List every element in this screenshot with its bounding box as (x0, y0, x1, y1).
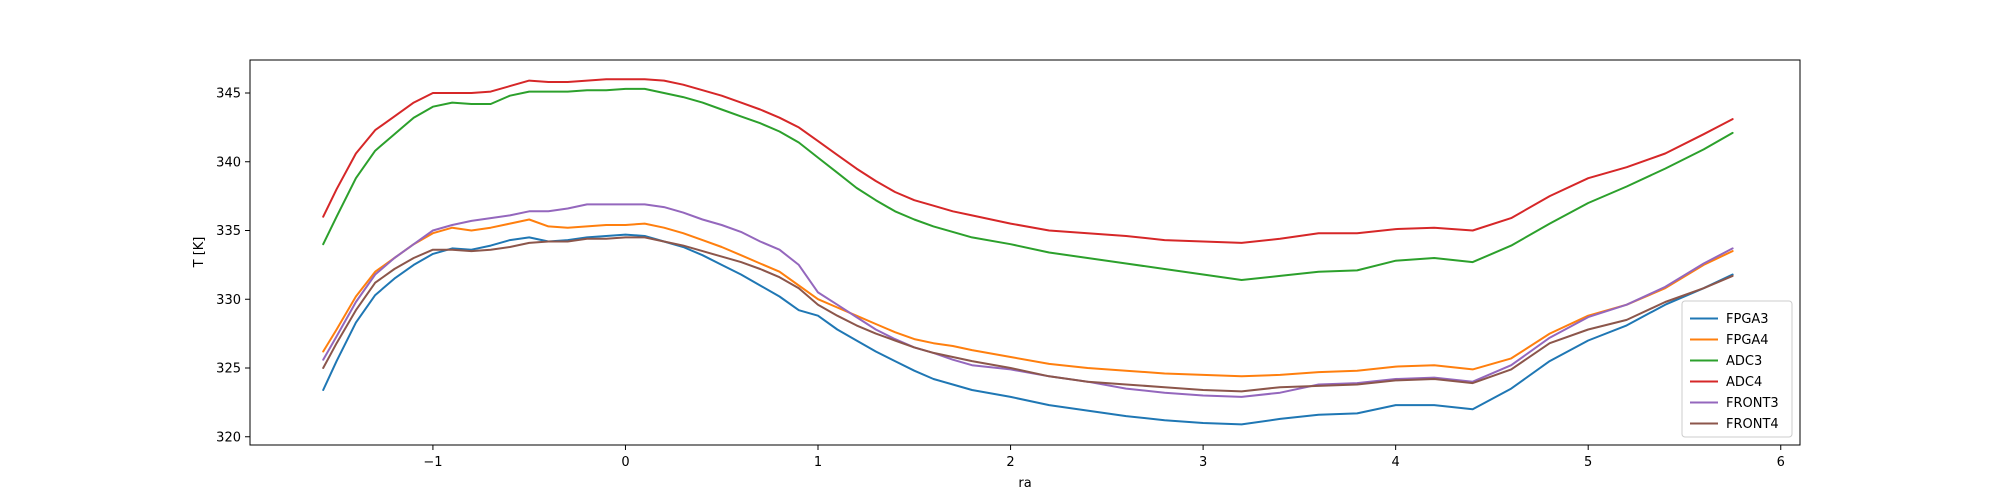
y-axis: 320 325 330 335 340 345 (216, 87, 250, 445)
x-tick-label: −1 (423, 455, 442, 470)
series-layer (322, 78, 1734, 426)
plot-area (250, 60, 1800, 445)
series-line-front4 (322, 236, 1734, 393)
series-line-fpga3 (322, 233, 1734, 426)
legend-label: FRONT4 (1726, 417, 1779, 432)
x-tick-label: 1 (814, 455, 822, 470)
y-tick-label: 345 (216, 87, 241, 102)
legend-label: FRONT3 (1726, 396, 1779, 411)
x-tick-label: 0 (621, 455, 629, 470)
legend-label: ADC4 (1726, 375, 1762, 390)
y-tick-label: 320 (216, 430, 241, 445)
y-tick-label: 335 (216, 224, 241, 239)
legend-label: FPGA3 (1726, 312, 1769, 327)
y-tick-label: 340 (216, 155, 241, 170)
legend-label: FPGA4 (1726, 333, 1769, 348)
series-line-adc4 (322, 78, 1734, 244)
x-tick-label: 4 (1392, 455, 1400, 470)
plot-frame (249, 59, 1801, 446)
series-line-fpga4 (322, 218, 1734, 378)
legend: FPGA3 FPGA4 ADC3 ADC4 FRONT3 FRONT4 (1681, 300, 1793, 438)
x-tick-label: 5 (1584, 455, 1592, 470)
x-tick-label: 3 (1199, 455, 1207, 470)
series-line-adc3 (322, 87, 1734, 281)
y-tick-label: 325 (216, 362, 241, 377)
legend-label: ADC3 (1726, 354, 1762, 369)
x-tick-label: 2 (1006, 455, 1014, 470)
series-line-front3 (322, 203, 1734, 398)
y-axis-label: T [K] (192, 237, 207, 269)
x-axis: −1 0 1 2 3 4 5 6 (423, 445, 1785, 470)
x-axis-label: ra (1018, 476, 1031, 491)
x-tick-label: 6 (1777, 455, 1785, 470)
y-tick-label: 330 (216, 293, 241, 308)
